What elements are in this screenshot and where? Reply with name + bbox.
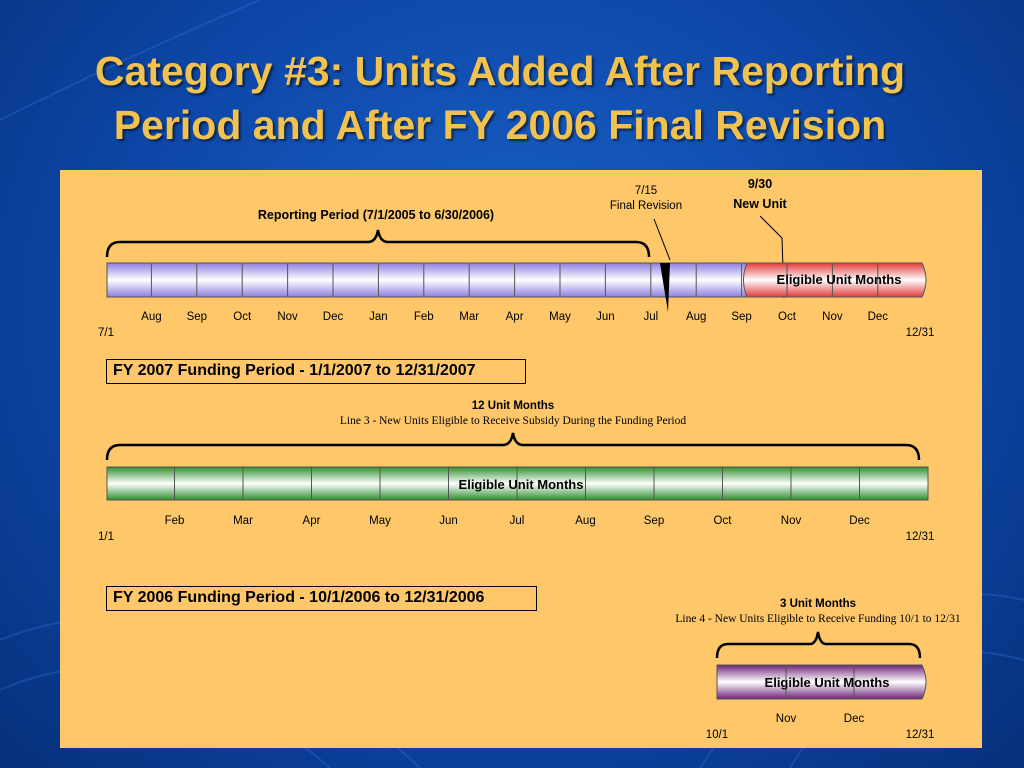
fy2007-funding-period-label: FY 2007 Funding Period - 1/1/2007 to 12/… (113, 362, 476, 379)
slide-title-line2: Period and After FY 2006 Final Revision (113, 102, 887, 148)
timeline1-month-label: Mar (459, 311, 479, 323)
timeline2-month-label: Aug (575, 515, 595, 527)
new-unit-label: New Unit (733, 197, 787, 211)
timeline1-month-label: Nov (277, 311, 298, 323)
timeline3-month-labels: Nov Dec (776, 713, 865, 725)
timeline1-start-label: 7/1 (98, 327, 114, 339)
timeline3-eligible-label: Eligible Unit Months (765, 675, 890, 690)
timeline2-month-label: Dec (849, 515, 870, 527)
timeline3-ticks (785, 665, 855, 699)
final-revision-marker (660, 263, 670, 312)
timeline1-bar-red (743, 262, 927, 298)
final-revision-date: 7/15 (635, 185, 657, 197)
timeline2-month-label: May (369, 515, 391, 527)
timeline3-month-label: Dec (844, 713, 865, 725)
timeline1-month-label: Oct (233, 311, 252, 323)
timeline3-subheading: Line 4 - New Units Eligible to Receive F… (675, 613, 960, 625)
timeline3-bar (716, 664, 927, 700)
timeline3-month-label: Nov (776, 713, 797, 725)
timeline3-start-label: 10/1 (706, 729, 728, 741)
timeline1-month-labels: Aug Sep Oct Nov Dec Jan Feb Mar Apr May Jun Jul Aug S… (141, 311, 888, 323)
final-revision-label: Final Revision (610, 200, 682, 212)
new-unit-date: 9/30 (748, 177, 772, 191)
fy2006-funding-period-box: FY 2006 Funding Period - 10/1/2006 to 12… (106, 586, 537, 611)
timeline2-brace (105, 432, 921, 461)
timeline1-month-label: Jul (643, 311, 658, 323)
timeline3-heading: 3 Unit Months (780, 598, 856, 610)
timeline1-month-label: Aug (141, 311, 161, 323)
timeline2-month-label: Jul (510, 515, 525, 527)
timeline1-month-label: Aug (686, 311, 706, 323)
timeline2-ticks (174, 467, 860, 500)
timeline2-month-label: Feb (165, 515, 185, 527)
reporting-period-label: Reporting Period (7/1/2005 to 6/30/2006) (258, 208, 494, 222)
timeline2-month-labels: Feb Mar Apr May Jun Jul Aug Sep Oct Nov Dec (165, 515, 870, 527)
timeline3-brace (715, 631, 922, 659)
timeline2-eligible-label: Eligible Unit Months (459, 477, 584, 492)
timeline2-subheading: Line 3 - New Units Eligible to Receive S… (340, 415, 686, 427)
timeline1-ticks (150, 263, 879, 297)
timeline2-heading: 12 Unit Months (472, 400, 554, 412)
timeline1-month-label: Jun (596, 311, 615, 323)
fy2007-funding-period-box: FY 2007 Funding Period - 1/1/2007 to 12/… (106, 359, 526, 384)
timeline2-month-label: Nov (781, 515, 802, 527)
timeline2-end-label: 12/31 (906, 531, 935, 543)
timeline1-eligible-label: Eligible Unit Months (777, 272, 902, 287)
timeline1-month-label: Jan (369, 311, 388, 323)
timeline1-month-label: Dec (868, 311, 889, 323)
timeline-diagram: Reporting Period (7/1/2005 to 6/30/2006)… (98, 177, 961, 741)
timeline2-month-label: Mar (233, 515, 253, 527)
timeline1-month-label: Sep (187, 311, 207, 323)
timeline1-end-label: 12/31 (906, 327, 935, 339)
slide-title: Category #3: Units Added After Reporting… (0, 44, 1000, 152)
diagram-panel: Reporting Period (7/1/2005 to 6/30/2006)… (60, 170, 982, 748)
timeline2-start-label: 1/1 (98, 531, 114, 543)
timeline1-month-label: Feb (414, 311, 434, 323)
timeline1-bar-purple (106, 262, 748, 298)
reporting-period-brace (105, 229, 651, 258)
timeline2-month-label: Oct (714, 515, 733, 527)
fy2006-funding-period-label: FY 2006 Funding Period - 10/1/2006 to 12… (113, 589, 485, 606)
timeline1-month-label: Apr (506, 311, 524, 323)
final-revision-pointer (653, 218, 671, 261)
timeline1-month-label: Oct (778, 311, 797, 323)
timeline2-month-label: Sep (644, 515, 664, 527)
timeline3-end-label: 12/31 (906, 729, 935, 741)
timeline2-month-label: Apr (303, 515, 321, 527)
slide-title-line1: Category #3: Units Added After Reporting (94, 48, 906, 94)
timeline2-month-label: Jun (439, 515, 458, 527)
timeline1-month-label: Sep (731, 311, 751, 323)
timeline1-month-label: Dec (323, 311, 344, 323)
timeline1-month-label: Nov (822, 311, 843, 323)
timeline1-month-label: May (549, 311, 571, 323)
